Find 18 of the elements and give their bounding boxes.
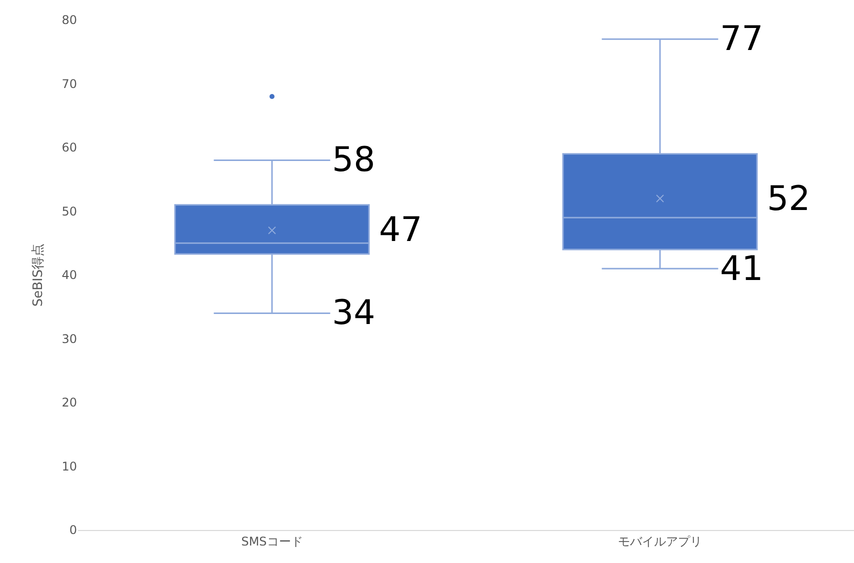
y-tick-label: 10 [62, 459, 77, 474]
annotation: 77 [720, 19, 764, 59]
y-tick-label: 40 [62, 268, 77, 282]
y-tick-label: 30 [62, 332, 77, 346]
annotation: 47 [379, 210, 422, 250]
x-tick-label: モバイルアプリ [618, 534, 702, 548]
y-tick-label: 70 [62, 76, 77, 91]
x-tick-label: SMSコード [241, 534, 303, 548]
y-tick-label: 50 [62, 204, 77, 218]
y-axis-title: SeBIS得点 [31, 243, 46, 307]
annotation: 41 [720, 249, 764, 289]
annotation: 52 [767, 179, 810, 219]
y-tick-label: 80 [62, 13, 77, 28]
annotation: 58 [332, 140, 376, 180]
annotation: 34 [332, 293, 376, 333]
y-tick-label: 0 [69, 523, 77, 538]
y-tick-label: 60 [62, 140, 77, 155]
y-tick-label: 20 [62, 396, 77, 410]
